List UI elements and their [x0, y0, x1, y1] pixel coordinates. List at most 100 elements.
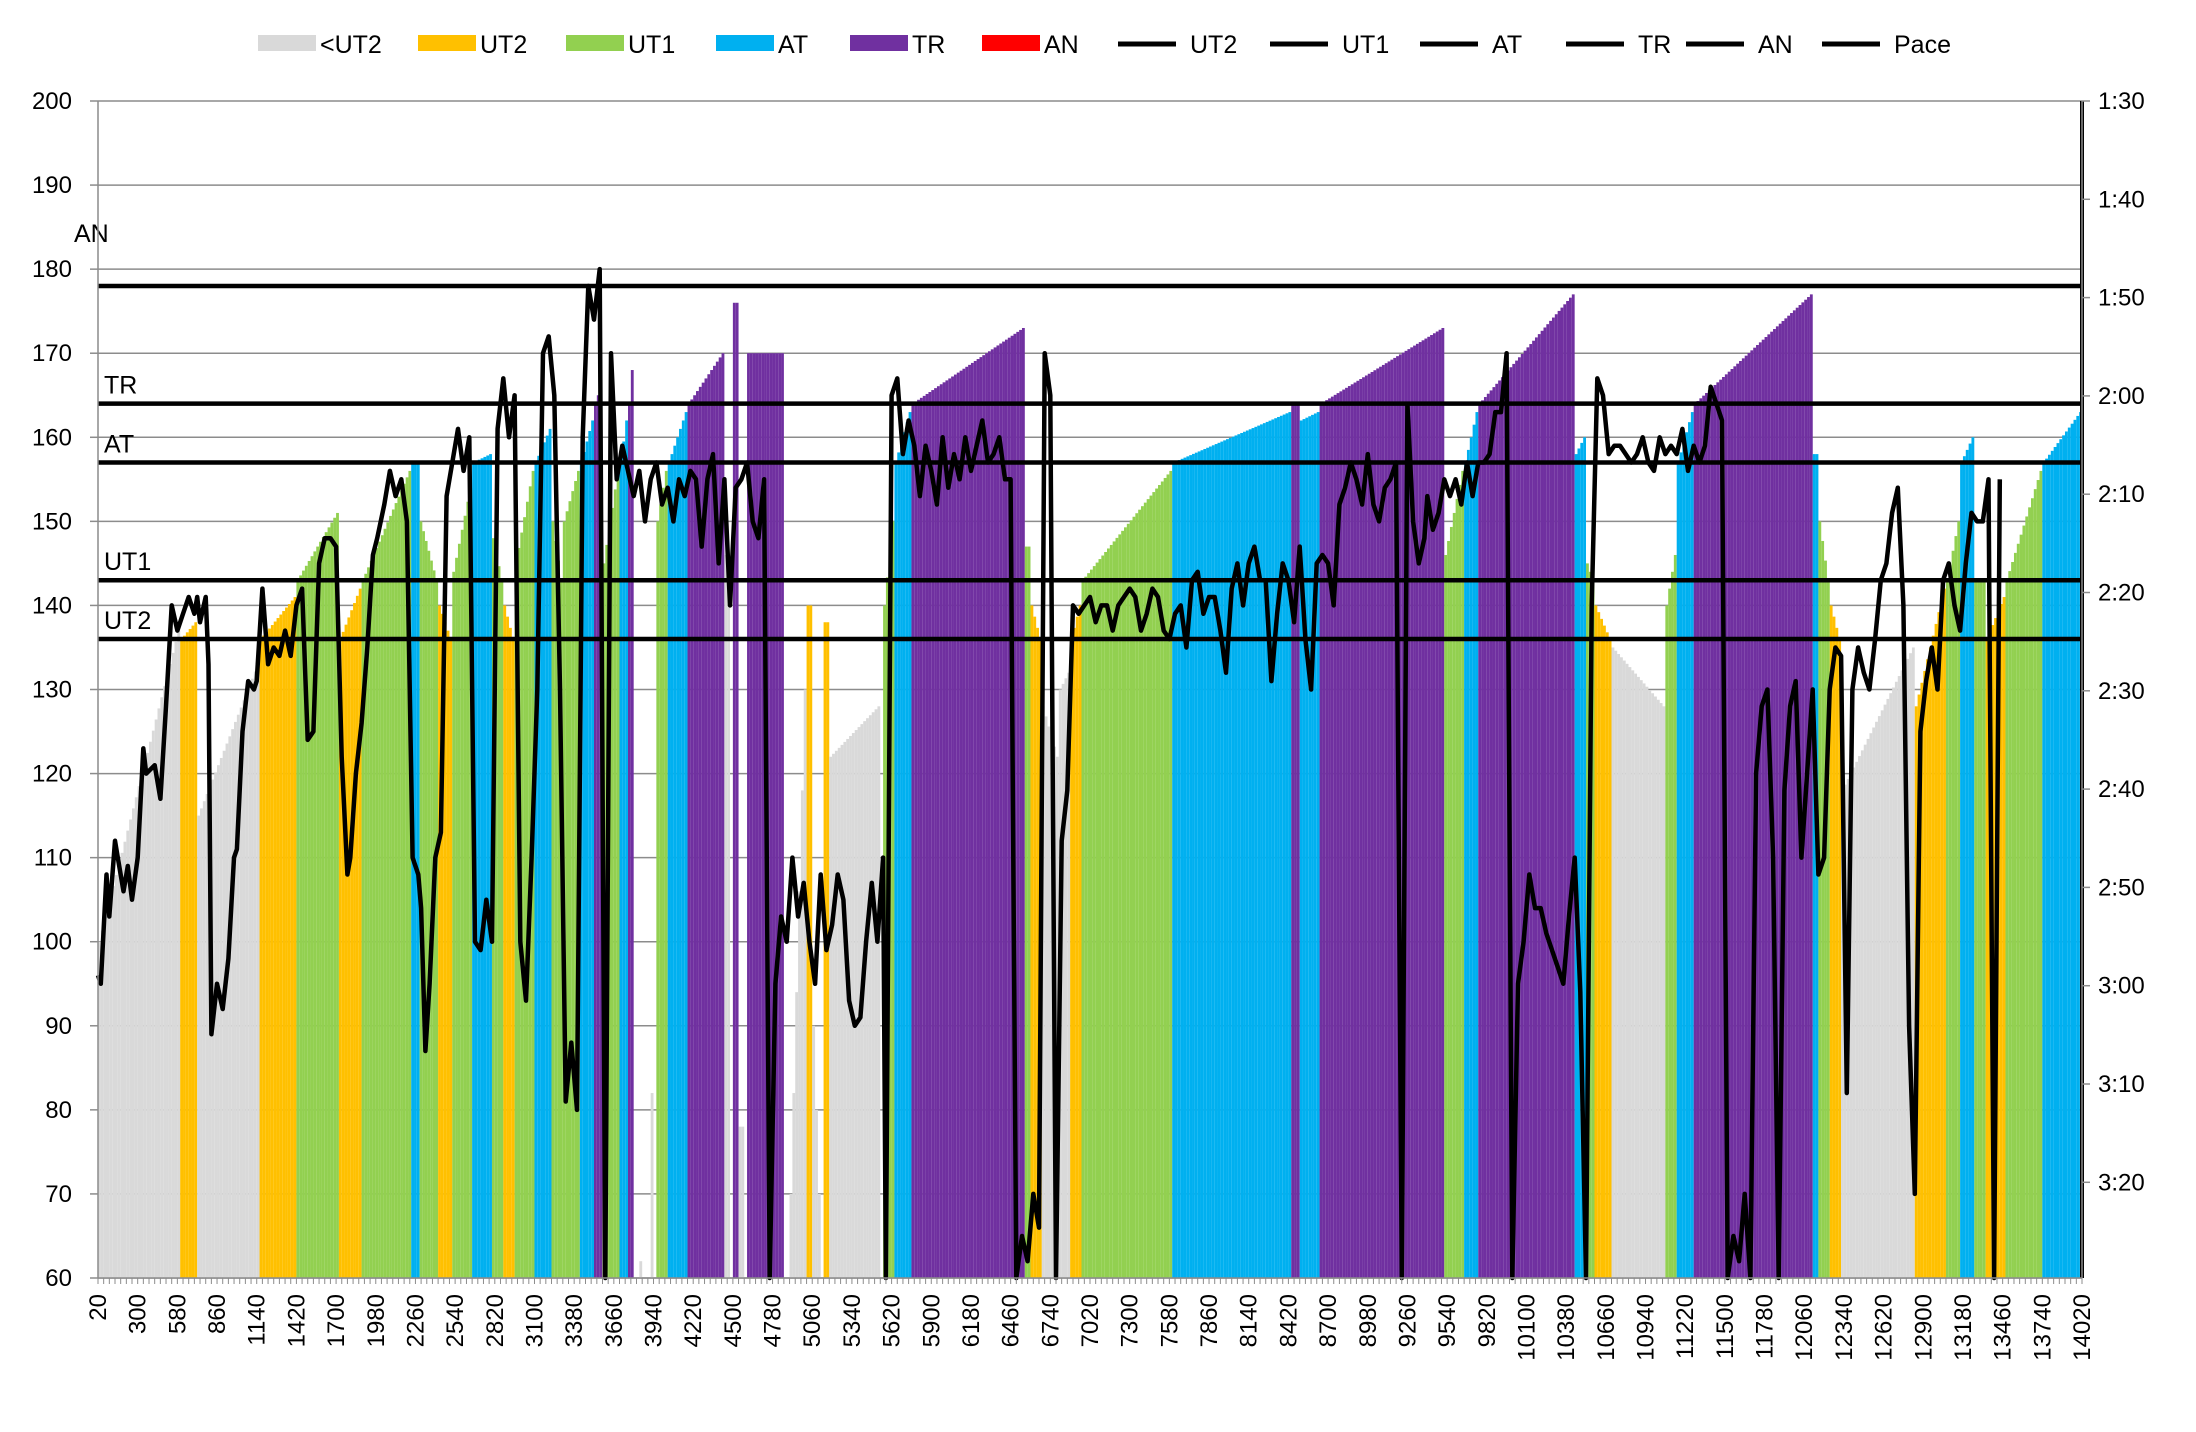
hr-bar: [829, 756, 833, 1278]
hr-bar: [1608, 639, 1612, 1278]
hr-bar: [183, 635, 186, 1278]
hr-bar: [1268, 420, 1272, 1278]
legend-item-6[interactable]: UT2: [1118, 31, 1237, 59]
zone-segment-below-ut2: [738, 1126, 745, 1278]
legend-item-8[interactable]: AT: [1420, 31, 1522, 59]
hr-bar: [1886, 698, 1890, 1278]
legend-item-2[interactable]: UT1: [566, 31, 675, 59]
hr-bar: [1050, 736, 1054, 1278]
hr-bar: [1061, 683, 1065, 1278]
hr-bar: [438, 605, 441, 1278]
hr-bar: [427, 550, 431, 1278]
hr-bar: [358, 588, 362, 1278]
x-tick-label: 8420: [1275, 1294, 1302, 1347]
hr-bar: [100, 930, 104, 1278]
legend-item-0[interactable]: <UT2: [258, 31, 382, 59]
hr-bar: [1129, 520, 1133, 1278]
hr-bar: [996, 345, 1000, 1278]
hr-bar: [931, 390, 935, 1278]
hr-bar: [843, 741, 847, 1278]
hr-bar: [1189, 455, 1193, 1279]
hr-bar: [591, 420, 594, 1278]
hr-bar: [1622, 660, 1626, 1278]
hr-bar: [2070, 423, 2074, 1278]
y2-tick-label: 2:30: [2098, 678, 2145, 705]
zone-segment-tr: [1291, 403, 1300, 1279]
hr-bar: [123, 841, 127, 1278]
hr-bar: [313, 551, 317, 1278]
hr-bar: [1362, 377, 1365, 1278]
hr-bar: [894, 462, 898, 1278]
hr-bar: [1937, 612, 1941, 1278]
hr-bar: [1707, 390, 1711, 1278]
legend-item-9[interactable]: TR: [1566, 31, 1671, 59]
y-tick-label: 110: [34, 845, 72, 872]
hr-bar: [1671, 571, 1674, 1278]
x-tick-label: 7300: [1117, 1294, 1144, 1347]
hr-bar: [353, 603, 356, 1278]
zone-bars: [98, 294, 2082, 1279]
y2-tick-label: 2:20: [2098, 580, 2145, 607]
threshold-label-ut1: UT1: [104, 548, 151, 576]
hr-bar: [1311, 414, 1314, 1278]
hr-bar: [1441, 327, 1445, 1278]
hr-bar: [242, 700, 246, 1278]
legend[interactable]: <UT2 UT2 UT1 AT TR AN UT2 UT1 AT TR AN Pace: [258, 31, 1951, 59]
hr-bar: [126, 830, 130, 1278]
hr-bar: [1979, 580, 1983, 1278]
hr-bar: [851, 733, 855, 1278]
hr-bar: [1580, 442, 1584, 1278]
hr-bar: [483, 456, 487, 1279]
hr-bar: [715, 361, 719, 1278]
x-tick-label: 6460: [998, 1294, 1025, 1347]
zone-segment-at: [534, 428, 552, 1279]
hr-bar: [285, 607, 288, 1278]
hr-bar: [1410, 347, 1414, 1278]
hr-bar: [1092, 566, 1096, 1278]
hr-bar: [622, 441, 626, 1279]
zone-segment-below-ut2: [724, 554, 731, 1278]
x-tick-label: 8700: [1315, 1294, 1342, 1347]
hr-bar: [1648, 689, 1652, 1278]
hr-bar: [1639, 680, 1643, 1278]
hr-bar: [1767, 334, 1771, 1278]
hr-bar: [1313, 413, 1317, 1279]
zone-segment-ut1: [452, 487, 473, 1278]
legend-item-10[interactable]: AN: [1686, 31, 1793, 59]
x-tick-label: 300: [125, 1294, 152, 1334]
hr-bar: [1381, 364, 1385, 1278]
hr-bar: [1047, 726, 1051, 1278]
legend-item-4[interactable]: TR: [850, 31, 945, 59]
hr-bar: [1591, 580, 1595, 1278]
hr-bar: [361, 580, 365, 1278]
x-tick-label: 8980: [1355, 1294, 1382, 1347]
legend-item-1[interactable]: UT2: [418, 31, 527, 59]
legend-item-7[interactable]: UT1: [1270, 31, 1389, 59]
hr-bar: [1968, 443, 1972, 1278]
hr-bar: [500, 580, 504, 1278]
hr-bar: [866, 718, 869, 1278]
x-tick-label: 4500: [720, 1294, 747, 1347]
hr-bar: [854, 730, 858, 1278]
x-tick-label: 4220: [680, 1294, 707, 1347]
threshold-label-at: AT: [104, 431, 134, 459]
legend-item-3[interactable]: AT: [716, 31, 808, 59]
hr-bar: [789, 1193, 793, 1278]
x-tick-label: 2540: [442, 1294, 469, 1347]
hr-bar: [1064, 678, 1068, 1278]
zone-segment-at: [894, 412, 912, 1279]
hr-bar: [2036, 480, 2040, 1278]
legend-item-11[interactable]: Pace: [1822, 31, 1951, 59]
legend-item-5[interactable]: AN: [982, 31, 1079, 59]
hr-bar: [959, 370, 963, 1278]
hr-bar: [228, 736, 232, 1278]
hr-bar: [868, 715, 872, 1278]
zone-segment-at: [1676, 412, 1694, 1279]
hr-bar: [1090, 569, 1093, 1278]
legend-swatch: [716, 35, 774, 51]
hr-bar: [1911, 647, 1915, 1278]
hr-bar: [1560, 307, 1564, 1278]
hr-bar: [897, 452, 901, 1278]
hr-bar: [1571, 294, 1575, 1279]
y2-tick-label: 3:10: [2098, 1071, 2145, 1098]
